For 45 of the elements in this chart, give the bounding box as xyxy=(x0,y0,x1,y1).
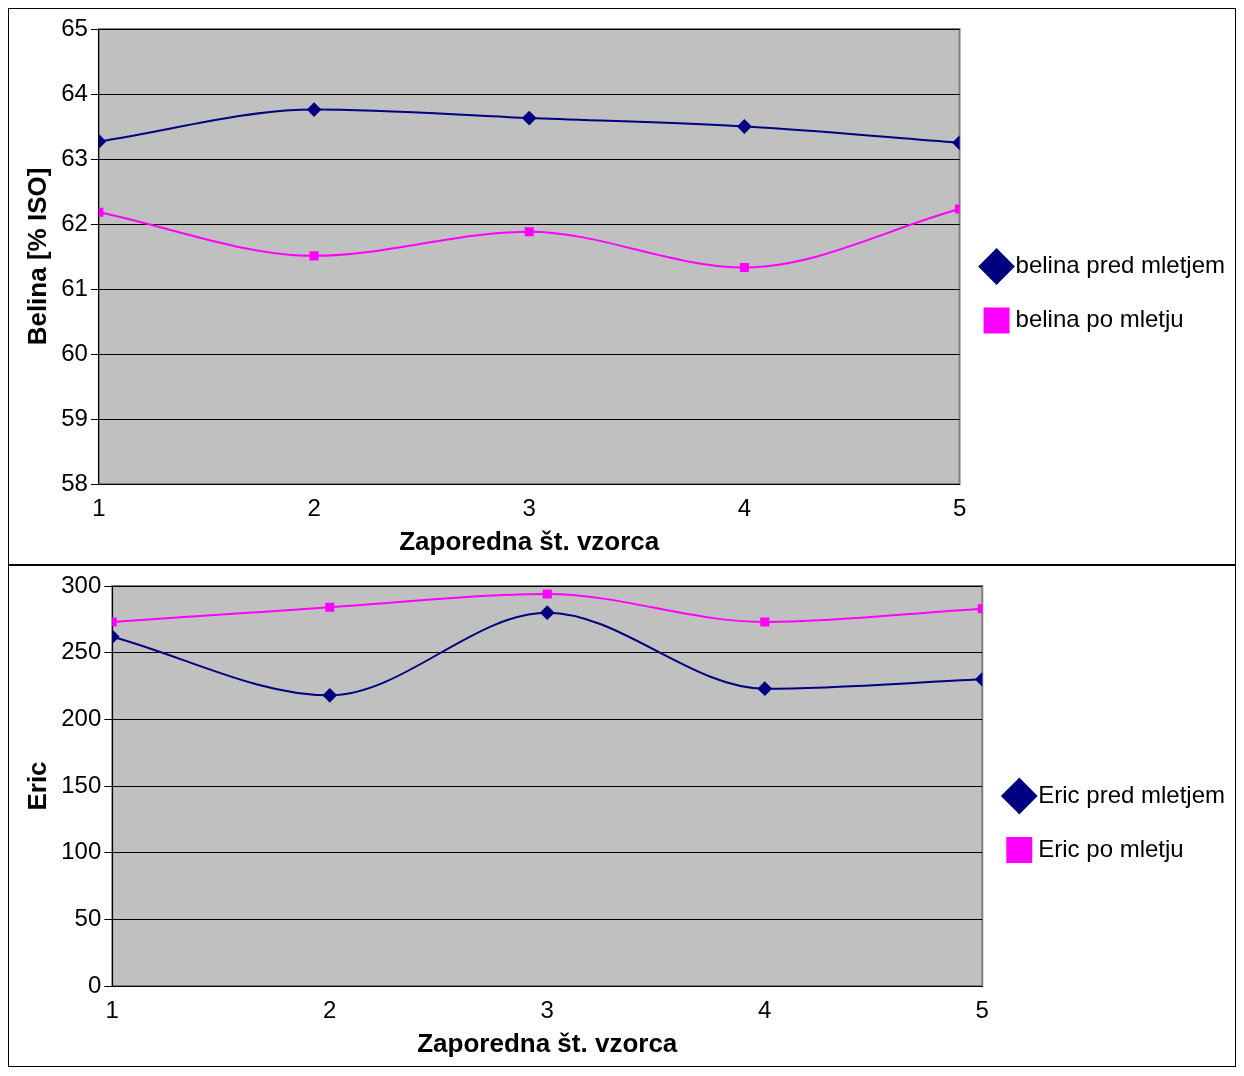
y-tick-label: 100 xyxy=(61,837,102,865)
y-tick-label: 60 xyxy=(61,338,88,366)
x-tick-label: 3 xyxy=(540,996,554,1024)
x-tick-label: 5 xyxy=(975,996,989,1024)
x-tick-label: 2 xyxy=(307,494,321,522)
legend-label: belina pred mletjem xyxy=(1015,251,1225,279)
y-tick-label: 63 xyxy=(61,143,88,171)
point xyxy=(540,605,555,620)
y-tick-label: 61 xyxy=(61,273,88,301)
point xyxy=(739,263,749,273)
x-tick-label: 2 xyxy=(323,996,337,1024)
point xyxy=(542,589,552,599)
point xyxy=(757,681,772,696)
legend-label: Eric pred mletjem xyxy=(1038,780,1225,808)
point xyxy=(325,602,335,612)
y-axis-title: Belina [% ISO] xyxy=(21,167,52,346)
legend-label: Eric po mletju xyxy=(1038,834,1184,862)
point xyxy=(309,251,319,261)
y-tick-label: 150 xyxy=(61,770,102,798)
x-tick-label: 1 xyxy=(105,996,119,1024)
legend-label: belina po mletju xyxy=(1015,305,1184,333)
y-tick-label: 64 xyxy=(61,78,88,106)
x-tick-label: 1 xyxy=(92,494,106,522)
y-tick-label: 300 xyxy=(61,570,102,598)
point xyxy=(760,617,770,627)
x-tick-label: 4 xyxy=(737,494,752,522)
x-axis-title: Zaporedna št. vzorca xyxy=(417,1027,678,1058)
y-tick-label: 62 xyxy=(61,208,88,236)
point xyxy=(522,111,537,126)
y-axis-title: Eric xyxy=(21,761,52,811)
y-tick-label: 59 xyxy=(61,403,88,431)
y-tick-label: 0 xyxy=(87,970,102,998)
point xyxy=(524,227,534,237)
point xyxy=(737,119,752,134)
point xyxy=(307,102,322,117)
y-tick-label: 58 xyxy=(61,468,88,496)
point xyxy=(322,688,337,703)
y-tick-label: 50 xyxy=(74,903,102,931)
x-tick-label: 3 xyxy=(522,494,536,522)
y-tick-label: 250 xyxy=(61,637,102,665)
y-tick-label: 200 xyxy=(61,703,102,731)
x-tick-label: 5 xyxy=(952,494,967,522)
x-axis-title: Zaporedna št. vzorca xyxy=(399,525,660,556)
y-tick-label: 65 xyxy=(61,13,88,41)
x-tick-label: 4 xyxy=(758,996,772,1024)
